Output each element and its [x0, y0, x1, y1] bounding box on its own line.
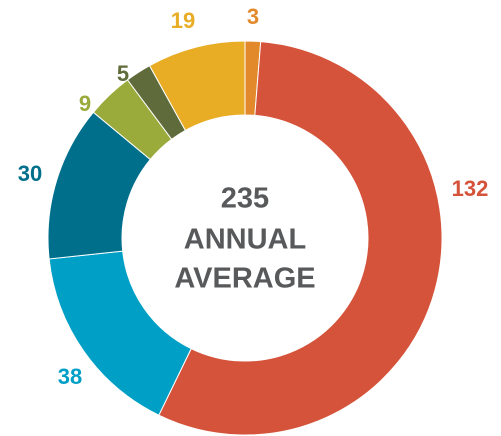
- data-label: 19: [171, 8, 195, 33]
- data-label: 9: [79, 91, 91, 116]
- data-label: 132: [452, 176, 489, 201]
- center-label: AVERAGE: [174, 263, 315, 295]
- data-label: 30: [18, 161, 42, 186]
- data-label: 5: [117, 61, 129, 86]
- slice: [158, 41, 443, 436]
- center-total: 235: [221, 183, 269, 215]
- slice: [148, 40, 246, 132]
- center-label: ANNUAL: [184, 224, 306, 256]
- data-label: 3: [247, 4, 259, 29]
- slice: [48, 250, 192, 416]
- data-label: 38: [58, 364, 82, 389]
